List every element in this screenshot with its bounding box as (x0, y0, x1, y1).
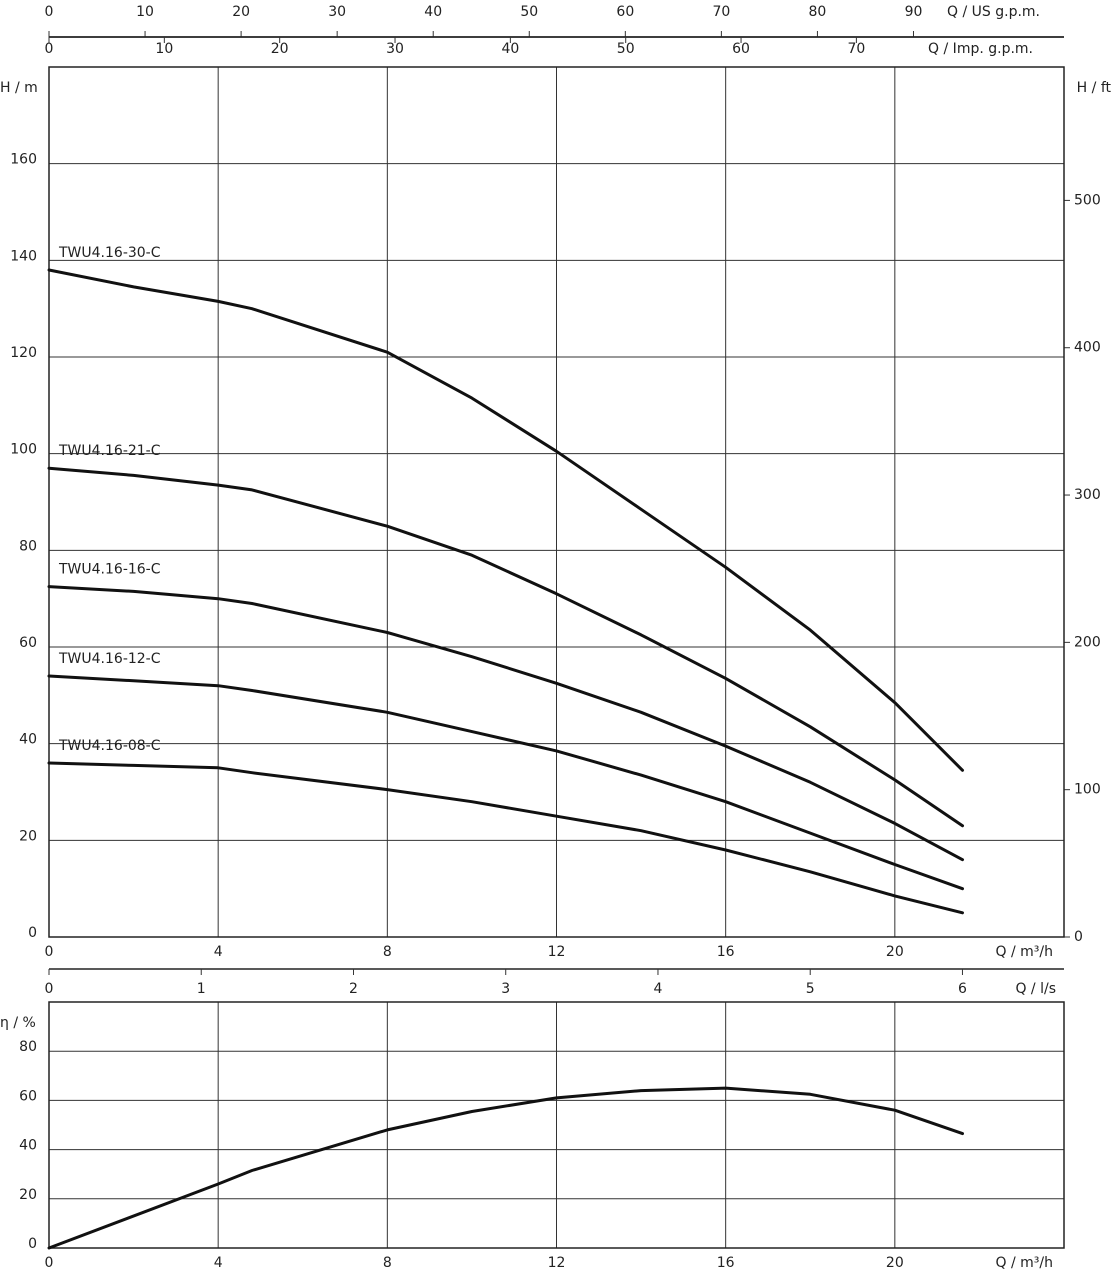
y2-tick-label: 500 (1074, 192, 1101, 208)
curve-label: TWU4.16-12-C (58, 651, 161, 667)
secondary-axis-label: Q / US g.p.m. (947, 4, 1040, 20)
secondary-tick-label: 70 (712, 4, 730, 20)
y-tick-label: 60 (19, 1088, 37, 1104)
secondary-tick-label: 50 (520, 4, 538, 20)
plot-frame (48, 66, 1065, 938)
secondary-tick-label: 50 (617, 41, 635, 57)
x-tick-label: 12 (548, 1255, 566, 1271)
curve-label: TWU4.16-21-C (58, 443, 161, 459)
curve (47, 1086, 964, 1250)
y-tick-label: 80 (19, 538, 37, 554)
y2-tick-label: 400 (1074, 340, 1101, 356)
x-tick-label: 20 (886, 1255, 904, 1271)
y-tick-label: 20 (19, 828, 37, 844)
curve (47, 674, 964, 891)
x-tick-label: 8 (383, 1255, 392, 1271)
y-tick-label: 40 (19, 732, 37, 748)
y2-tick-label: 200 (1074, 634, 1101, 650)
x-tick-label: 16 (717, 944, 735, 960)
secondary-tick-label: 4 (654, 981, 663, 997)
x-axis-label: Q / m³/h (996, 1255, 1053, 1271)
y-tick-label: 160 (10, 152, 37, 168)
secondary-axis-label: Q / Imp. g.p.m. (928, 41, 1033, 57)
secondary-tick-label: 90 (905, 4, 923, 20)
x-tick-label: 4 (214, 1255, 223, 1271)
secondary-axis-label: Q / l/s (1015, 981, 1056, 997)
y-tick-label: 140 (10, 248, 37, 264)
y-axis-label: η / % (0, 1015, 36, 1031)
x-tick-label: 4 (214, 944, 223, 960)
y-tick-label: 40 (19, 1138, 37, 1154)
y-axis-label: H / m (0, 80, 38, 96)
secondary-tick-label: 10 (155, 41, 173, 57)
y-tick-label: 20 (19, 1187, 37, 1203)
secondary-tick-label: 60 (616, 4, 634, 20)
x-tick-label: 0 (45, 944, 54, 960)
secondary-tick-label: 5 (806, 981, 815, 997)
plot-frame (48, 1001, 1065, 1249)
secondary-tick-label: 2 (349, 981, 358, 997)
secondary-tick-label: 70 (847, 41, 865, 57)
x-tick-label: 12 (548, 944, 566, 960)
secondary-tick-label: 80 (809, 4, 827, 20)
secondary-tick-label: 1 (197, 981, 206, 997)
y2-axis-label: H / ft (1077, 80, 1112, 96)
curve-label: TWU4.16-16-C (58, 562, 161, 578)
secondary-tick-label: 40 (501, 41, 519, 57)
y-tick-label: 0 (28, 1236, 37, 1252)
secondary-tick-label: 20 (232, 4, 250, 20)
secondary-tick-label: 3 (501, 981, 510, 997)
secondary-tick-label: 40 (424, 4, 442, 20)
curve (47, 585, 964, 862)
secondary-tick-label: 0 (45, 4, 54, 20)
x-tick-label: 8 (383, 944, 392, 960)
secondary-tick-label: 30 (386, 41, 404, 57)
y-tick-label: 80 (19, 1039, 37, 1055)
secondary-tick-label: 6 (958, 981, 967, 997)
x-axis-label: Q / m³/h (996, 944, 1053, 960)
secondary-tick-label: 10 (136, 4, 154, 20)
secondary-tick-label: 0 (45, 41, 54, 57)
secondary-tick-label: 20 (271, 41, 289, 57)
curve-label: TWU4.16-08-C (58, 738, 161, 754)
secondary-tick-label: 60 (732, 41, 750, 57)
curve-label: TWU4.16-30-C (58, 245, 161, 261)
curve (47, 466, 964, 828)
secondary-tick-label: 30 (328, 4, 346, 20)
y-tick-label: 0 (28, 925, 37, 941)
curve (47, 268, 964, 772)
y-tick-label: 100 (10, 442, 37, 458)
x-tick-label: 0 (45, 1255, 54, 1271)
y2-tick-label: 0 (1074, 929, 1083, 945)
y2-tick-label: 100 (1074, 782, 1101, 798)
y-tick-label: 60 (19, 635, 37, 651)
y-tick-label: 120 (10, 345, 37, 361)
x-tick-label: 20 (886, 944, 904, 960)
y2-tick-label: 300 (1074, 487, 1101, 503)
curve (47, 761, 964, 915)
x-tick-label: 16 (717, 1255, 735, 1271)
secondary-tick-label: 0 (45, 981, 54, 997)
